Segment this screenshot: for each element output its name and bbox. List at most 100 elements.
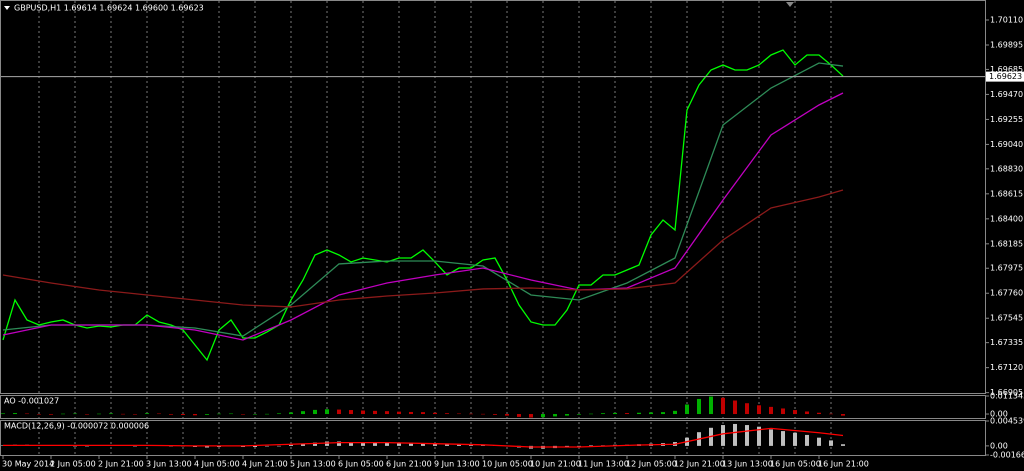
- x-tick-label: 5 Jun 13:00: [290, 460, 336, 469]
- series-line: [2, 49, 844, 362]
- bar: [781, 408, 785, 415]
- bar: [49, 414, 53, 415]
- x-tick-label: 4 Jun 21:00: [242, 460, 288, 469]
- y-tick-label: -0.001662: [990, 451, 1024, 460]
- bar: [757, 405, 761, 415]
- bar: [769, 406, 773, 415]
- bar: [829, 440, 833, 446]
- bar: [337, 409, 341, 415]
- bar: [721, 425, 725, 446]
- x-tick-label: 13 Jun 13:00: [722, 460, 773, 469]
- bar: [421, 443, 425, 446]
- y-tick-label: 1.69470: [990, 90, 1023, 99]
- bar: [577, 414, 581, 415]
- y-tick-label: 1.68830: [990, 164, 1023, 173]
- y-tick-label: 1.68185: [990, 239, 1023, 248]
- bar: [577, 445, 581, 447]
- y-tick-label: 1.67975: [990, 264, 1023, 273]
- macd-frame: [0, 420, 986, 456]
- y-tick-label: 1.68400: [990, 214, 1023, 223]
- bar: [589, 445, 593, 446]
- bar: [217, 413, 221, 415]
- bar: [229, 413, 233, 415]
- x-tick-label: 30 May 2014: [2, 460, 54, 469]
- y-tick-label: 1.67545: [990, 314, 1023, 323]
- x-tick-label: 2 Jun 21:00: [98, 460, 144, 469]
- bar: [433, 412, 437, 415]
- panel-title: MACD(12,26,9) -0.000072 0.000006: [4, 422, 149, 431]
- x-tick-label: 11 Jun 13:00: [578, 460, 629, 469]
- panel-title: GBPUSD,H1 1.69614 1.69624 1.69600 1.6962…: [14, 4, 204, 13]
- bar: [385, 411, 389, 415]
- bar: [13, 413, 17, 415]
- bar: [469, 444, 473, 446]
- bar: [361, 410, 365, 415]
- panel-title: AO -0.001027: [4, 397, 59, 406]
- bar: [781, 431, 785, 446]
- bar: [397, 442, 401, 446]
- bar: [313, 442, 317, 446]
- bar: [685, 404, 689, 415]
- bar: [757, 426, 761, 446]
- bar: [553, 414, 557, 417]
- x-tick-label: 6 Jun 05:00: [338, 460, 384, 469]
- bar: [73, 413, 77, 415]
- bar: [541, 414, 545, 418]
- bar: [157, 413, 161, 415]
- bar: [745, 403, 749, 415]
- bar: [517, 414, 521, 417]
- bar: [337, 441, 341, 446]
- y-tick-label: 1.66905: [990, 388, 1023, 397]
- x-tick-label: 2 Jun 05:00: [50, 460, 96, 469]
- bar: [145, 413, 149, 415]
- bar: [85, 445, 89, 447]
- bar: [841, 444, 845, 446]
- bar: [589, 413, 593, 415]
- bar: [277, 413, 281, 415]
- bar: [661, 412, 665, 415]
- bar: [277, 445, 281, 447]
- x-tick-label: 10 Jun 21:00: [530, 460, 581, 469]
- bar: [409, 411, 413, 415]
- ao-frame: [0, 395, 986, 419]
- y-tick-label: 1.67760: [990, 289, 1023, 298]
- bar: [61, 413, 65, 415]
- bar: [649, 412, 653, 415]
- bar: [109, 413, 113, 415]
- bar: [829, 413, 833, 415]
- bar: [505, 414, 509, 416]
- bar: [709, 396, 713, 415]
- bar: [193, 414, 197, 416]
- menu-marker: [4, 6, 10, 10]
- bar: [313, 409, 317, 415]
- bar: [289, 444, 293, 446]
- bar: [205, 445, 209, 448]
- bar: [265, 413, 269, 415]
- bar: [769, 429, 773, 446]
- current-price-label: 1.69623: [989, 72, 1022, 81]
- x-tick-label: 16 Jun 21:00: [818, 460, 869, 469]
- bar: [289, 412, 293, 415]
- bar: [445, 444, 449, 446]
- bar: [397, 411, 401, 415]
- bar: [301, 443, 305, 446]
- y-tick-label: 0.00: [990, 410, 1008, 419]
- bar: [817, 437, 821, 446]
- shift-marker: [786, 2, 794, 7]
- x-tick-label: 6 Jun 21:00: [386, 460, 432, 469]
- bar: [73, 445, 77, 447]
- bar: [805, 434, 809, 446]
- bar: [697, 398, 701, 415]
- x-tick-label: 12 Jun 21:00: [674, 460, 725, 469]
- bar: [745, 425, 749, 446]
- y-tick-label: 1.70110: [990, 15, 1023, 24]
- bar: [733, 423, 737, 446]
- y-tick-label: 1.69040: [990, 140, 1023, 149]
- bar: [409, 442, 413, 446]
- bar: [385, 442, 389, 446]
- bar: [349, 410, 353, 415]
- bar: [529, 414, 533, 418]
- bar: [445, 413, 449, 415]
